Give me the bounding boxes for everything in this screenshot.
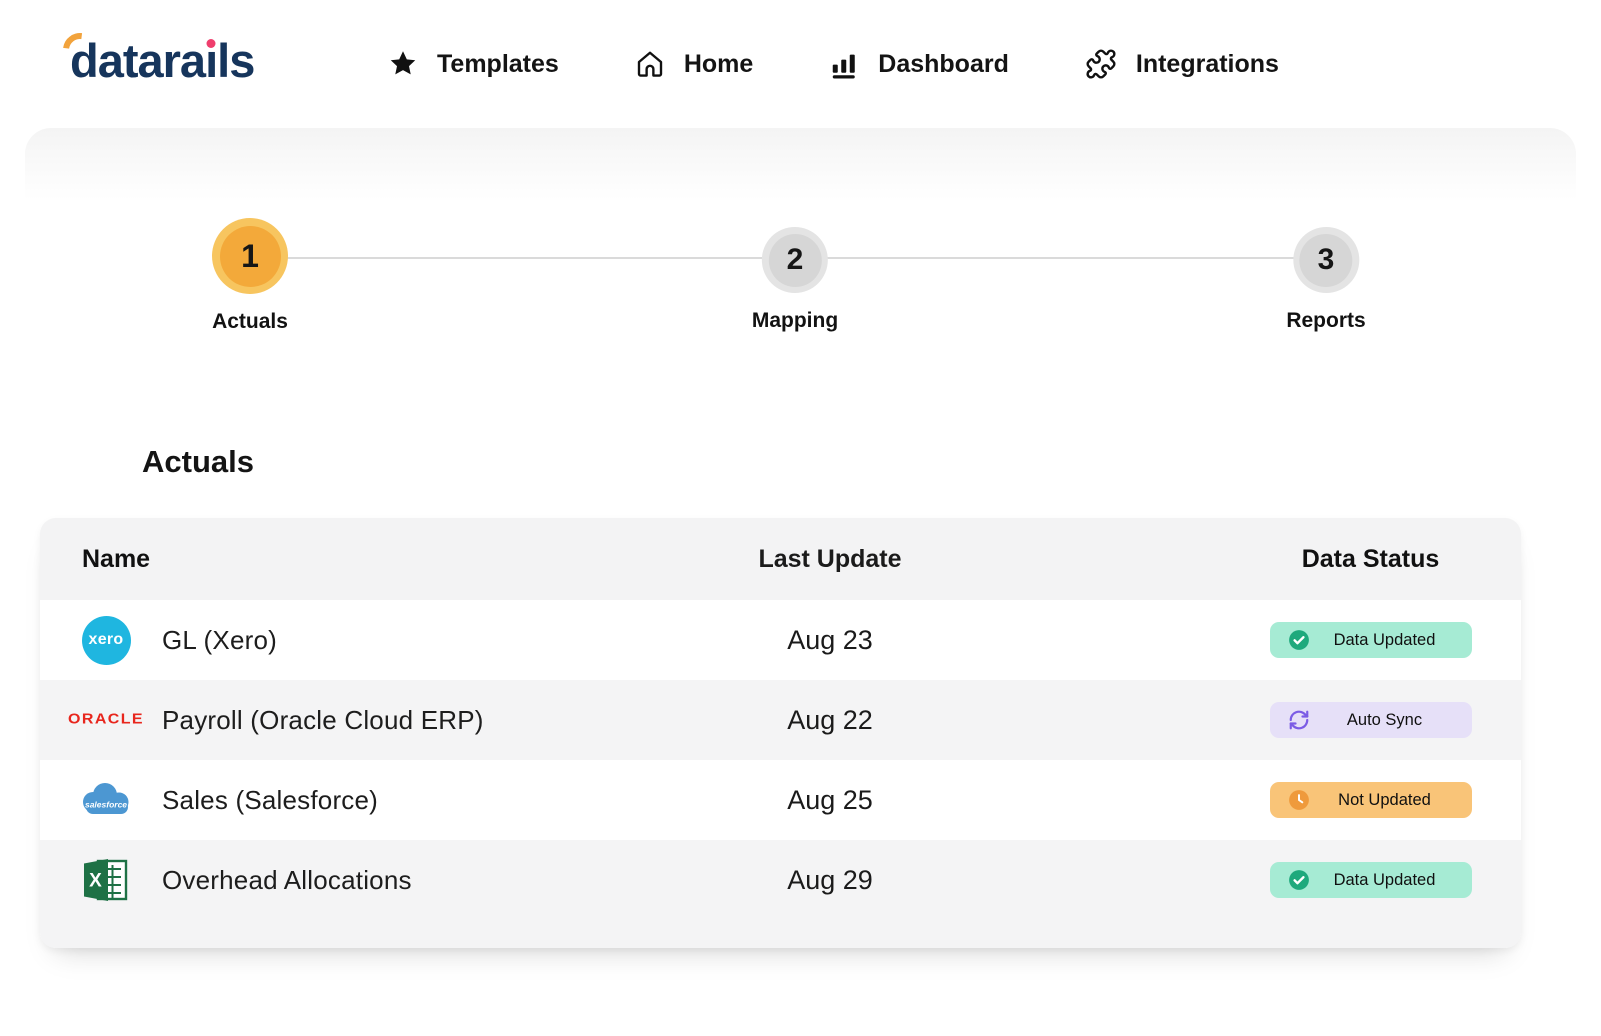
- oracle-logo: ORACLE: [60, 711, 152, 729]
- table-row[interactable]: ORACLE Payroll (Oracle Cloud ERP) Aug 22…: [40, 680, 1521, 760]
- status-badge-label: Data Updated: [1333, 630, 1436, 649]
- step-circle: 1: [212, 218, 288, 294]
- status-badge-updated: Data Updated: [1269, 622, 1472, 658]
- excel-logo: X: [60, 856, 152, 904]
- table-body: xero GL (Xero) Aug 23 Data Updated ORACL…: [40, 600, 1521, 920]
- step-label: Actuals: [212, 310, 288, 333]
- check-icon: [1288, 630, 1309, 650]
- nav-item-integrations[interactable]: Integrations: [1085, 48, 1279, 80]
- integrations-icon: [1085, 48, 1117, 80]
- status-cell: Data Updated: [1000, 862, 1521, 898]
- row-name-cell: salesforce Sales (Salesforce): [40, 779, 660, 821]
- dashboard-icon: [829, 49, 859, 79]
- row-name-label: Payroll (Oracle Cloud ERP): [162, 704, 484, 735]
- table-row[interactable]: xero GL (Xero) Aug 23 Data Updated: [40, 600, 1521, 680]
- brand-logo[interactable]: dataraı ls: [56, 26, 255, 89]
- step-label: Mapping: [751, 309, 839, 332]
- status-badge-label: Auto Sync: [1346, 710, 1423, 729]
- xero-logo-text: xero: [88, 631, 124, 648]
- status-badge-updated: Data Updated: [1269, 862, 1472, 898]
- app-header: dataraı ls Templates Home Dashboard: [0, 0, 1601, 128]
- nav-item-label: Home: [683, 49, 754, 78]
- last-update-cell: Aug 22: [787, 704, 873, 735]
- progress-stepper: 1 Actuals 2 Mapping 3 Reports: [0, 0, 1601, 360]
- nav-item-label: Dashboard: [878, 49, 1009, 78]
- column-header-data-status: Data Status: [1301, 544, 1440, 573]
- step-circle: 3: [1292, 227, 1359, 293]
- excel-logo-mark: X: [84, 859, 128, 901]
- clock-icon: [1288, 790, 1309, 810]
- row-name-cell: X Overhead Allocations: [40, 856, 660, 904]
- row-name-label: Overhead Allocations: [162, 864, 412, 895]
- table-row[interactable]: salesforce Sales (Salesforce) Aug 25 Not…: [40, 760, 1521, 840]
- last-update-cell: Aug 29: [787, 864, 873, 895]
- row-name-label: Sales (Salesforce): [162, 784, 379, 815]
- step-number: 2: [768, 233, 822, 287]
- step-circle: 2: [761, 227, 828, 293]
- status-cell: Not Updated: [1000, 782, 1521, 818]
- actuals-table: Name Last Update Data Status xero GL (Xe…: [40, 518, 1521, 948]
- brand-wordmark: dataraı ls: [70, 34, 255, 87]
- step-number: 1: [219, 225, 281, 287]
- nav-item-dashboard[interactable]: Dashboard: [829, 49, 1009, 79]
- column-header-last-update: Last Update: [758, 544, 902, 573]
- page-section-title: Actuals: [142, 444, 254, 479]
- status-badge-warning: Not Updated: [1269, 782, 1472, 818]
- content-top-fade: [25, 128, 1576, 220]
- step-actuals[interactable]: 1 Actuals: [212, 218, 288, 334]
- sync-icon: [1289, 710, 1308, 730]
- table-header-row: Name Last Update Data Status: [40, 518, 1521, 600]
- step-number: 3: [1299, 233, 1353, 287]
- nav-item-home[interactable]: Home: [635, 49, 753, 79]
- last-update-cell: Aug 23: [787, 624, 873, 655]
- row-name-cell: xero GL (Xero): [40, 615, 660, 665]
- xero-logo: xero: [60, 615, 152, 665]
- excel-logo-letter: X: [89, 871, 102, 892]
- check-icon: [1288, 870, 1309, 890]
- status-cell: Auto Sync: [1000, 702, 1521, 738]
- row-name-cell: ORACLE Payroll (Oracle Cloud ERP): [40, 705, 660, 736]
- oracle-logo-text: ORACLE: [68, 711, 144, 728]
- status-cell: Data Updated: [1000, 622, 1521, 658]
- column-header-name: Name: [82, 544, 151, 573]
- xero-logo-mark: xero: [81, 615, 131, 665]
- status-badge-sync: Auto Sync: [1269, 702, 1472, 738]
- step-reports[interactable]: 3 Reports: [1286, 227, 1366, 333]
- status-badge-label: Not Updated: [1338, 790, 1431, 809]
- salesforce-logo-text: salesforce: [85, 800, 127, 810]
- last-update-cell: Aug 25: [787, 784, 873, 815]
- step-mapping[interactable]: 2 Mapping: [752, 227, 838, 333]
- nav-item-label: Templates: [437, 49, 559, 78]
- salesforce-logo: salesforce: [60, 779, 152, 821]
- nav-item-templates[interactable]: Templates: [388, 49, 559, 79]
- salesforce-logo-mark: salesforce: [83, 783, 129, 814]
- table-footer-spacer: [40, 920, 1521, 948]
- home-icon: [635, 49, 665, 79]
- logo-i-dot: [206, 39, 216, 48]
- star-icon: [388, 49, 418, 79]
- nav-item-label: Integrations: [1135, 49, 1279, 78]
- status-badge-label: Data Updated: [1333, 870, 1436, 889]
- main-nav: Templates Home Dashboard Integrations: [388, 0, 1279, 128]
- table-row[interactable]: X Overhead Allocations Aug 29 Data Updat…: [40, 840, 1521, 920]
- row-name-label: GL (Xero): [162, 624, 277, 655]
- step-label: Reports: [1286, 309, 1366, 332]
